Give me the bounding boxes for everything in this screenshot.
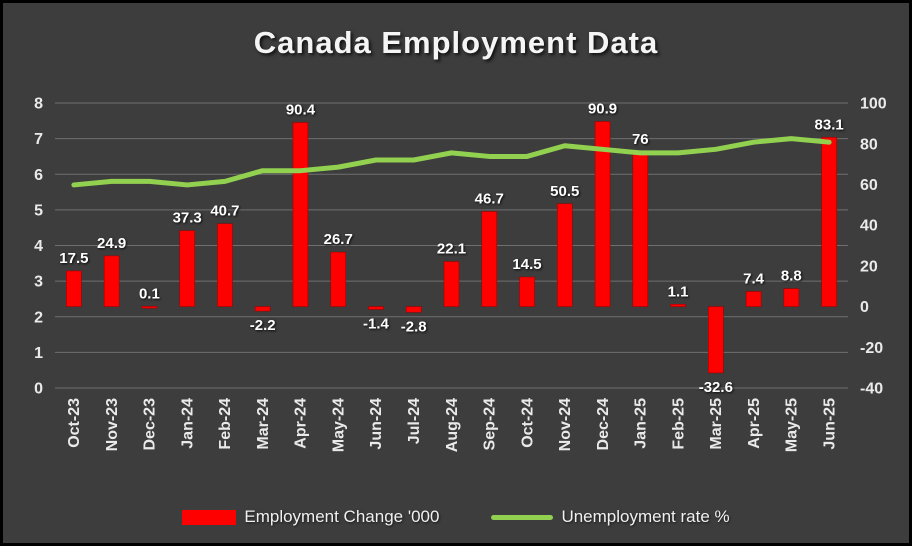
employment-change-bar xyxy=(821,137,837,307)
line-series-swatch-icon xyxy=(491,514,554,520)
bar-value-label: 37.3 xyxy=(173,210,202,227)
bar-value-label: -1.4 xyxy=(363,315,390,332)
x-axis-label: Aug-24 xyxy=(444,398,461,452)
x-axis-label: Jan-24 xyxy=(179,398,196,449)
employment-change-bar xyxy=(708,306,724,374)
legend-item-employment-change: Employment Change '000 xyxy=(182,507,439,527)
right-axis-tick: -20 xyxy=(860,340,883,357)
left-axis-tick: 1 xyxy=(34,345,43,362)
employment-change-bar xyxy=(556,203,573,307)
unemployment-rate-line xyxy=(71,136,832,188)
x-axis-label: Feb-24 xyxy=(217,398,234,450)
bar-value-label: 22.1 xyxy=(437,241,466,258)
employment-change-bar xyxy=(594,121,611,307)
legend-item-unemployment-rate: Unemployment rate % xyxy=(491,507,730,527)
bar-value-label: -2.8 xyxy=(401,318,427,335)
bar-value-label: 40.7 xyxy=(210,203,239,220)
employment-change-bar xyxy=(745,291,762,307)
x-axis-label: Sep-24 xyxy=(482,398,499,451)
employment-change-bar xyxy=(179,230,195,307)
bar-value-label: -32.6 xyxy=(699,379,733,396)
bar-value-label: 83.1 xyxy=(815,116,844,133)
bar-value-label: -2.2 xyxy=(250,317,276,334)
bar-value-label: 26.7 xyxy=(324,231,353,248)
left-axis-tick: 0 xyxy=(34,381,43,398)
left-axis-tick: 6 xyxy=(34,167,43,184)
x-axis-label: May-25 xyxy=(784,398,801,452)
x-axis-label: Apr-25 xyxy=(746,398,763,449)
bar-value-label: 50.5 xyxy=(550,183,579,200)
bar-value-label: 1.1 xyxy=(668,283,689,300)
x-axis-label: Nov-24 xyxy=(557,398,574,451)
x-axis-label: Jun-24 xyxy=(368,398,385,450)
right-axis-tick: 20 xyxy=(860,258,878,275)
right-axis-tick: 60 xyxy=(860,177,878,194)
left-axis-tick: 4 xyxy=(34,238,43,255)
left-axis-tick: 8 xyxy=(34,96,43,113)
employment-change-bar xyxy=(670,304,686,307)
left-axis-tick: 5 xyxy=(34,202,43,219)
bar-value-label: 90.9 xyxy=(588,101,617,118)
right-axis-tick: 100 xyxy=(860,96,887,113)
employment-change-bar xyxy=(66,270,82,307)
bar-series-swatch-icon xyxy=(182,509,237,525)
legend-label-unemployment-rate: Unemployment rate % xyxy=(561,507,730,526)
x-axis-label: Dec-23 xyxy=(142,398,159,451)
employment-change-bar xyxy=(443,261,460,307)
chart-title: Canada Employment Data xyxy=(253,25,659,60)
bar-value-label: 14.5 xyxy=(512,256,541,273)
employment-change-bar xyxy=(103,255,120,307)
x-axis-label: May-24 xyxy=(330,398,347,452)
x-axis-label: Feb-25 xyxy=(670,398,687,450)
employment-change-bar xyxy=(632,151,649,307)
employment-change-bar xyxy=(405,306,422,313)
left-axis-tick: 3 xyxy=(34,274,43,291)
x-axis-label: Oct-24 xyxy=(519,398,536,448)
right-axis-tick: 0 xyxy=(860,299,869,316)
chart-canvas: 876543210100806040200-20-4017.524.90.137… xyxy=(34,96,887,453)
x-axis-label: Oct-23 xyxy=(66,398,83,448)
bar-value-label: 7.4 xyxy=(743,271,765,288)
x-axis-label: Mar-25 xyxy=(708,398,725,450)
employment-change-bar xyxy=(292,122,309,307)
legend-label-employment-change: Employment Change '000 xyxy=(244,507,440,526)
bar-value-label: 0.1 xyxy=(139,285,160,302)
employment-change-bar xyxy=(141,306,158,309)
bar-value-label: 8.8 xyxy=(781,268,802,285)
right-axis-tick: -40 xyxy=(860,381,883,398)
bar-value-label: 17.5 xyxy=(59,250,88,267)
x-axis-label: Nov-23 xyxy=(104,398,121,451)
left-axis-tick: 2 xyxy=(34,309,43,326)
bar-value-label: 46.7 xyxy=(475,191,504,208)
employment-change-bar xyxy=(330,251,347,307)
bar-value-label: 24.9 xyxy=(97,235,126,252)
x-axis-label: Dec-24 xyxy=(595,398,612,451)
x-axis-label: Apr-24 xyxy=(293,398,310,449)
right-axis-tick: 40 xyxy=(860,218,878,235)
x-axis-label: Jan-25 xyxy=(633,398,650,449)
legend: Employment Change '000 Unemployment rate… xyxy=(3,507,909,527)
employment-change-bar xyxy=(368,306,384,310)
x-axis-label: Mar-24 xyxy=(255,398,272,450)
employment-change-bar xyxy=(217,223,233,307)
right-axis-tick: 80 xyxy=(860,136,878,153)
employment-change-bar xyxy=(254,306,271,312)
employment-change-bar xyxy=(783,288,800,307)
x-axis-label: Jul-24 xyxy=(406,398,423,444)
bar-value-label: 76 xyxy=(632,131,649,148)
left-axis-tick: 7 xyxy=(34,131,43,148)
employment-change-bar xyxy=(481,211,498,307)
employment-change-bar xyxy=(519,276,535,307)
x-axis-label: Jun-25 xyxy=(821,398,838,450)
bar-value-label: 90.4 xyxy=(286,102,316,119)
